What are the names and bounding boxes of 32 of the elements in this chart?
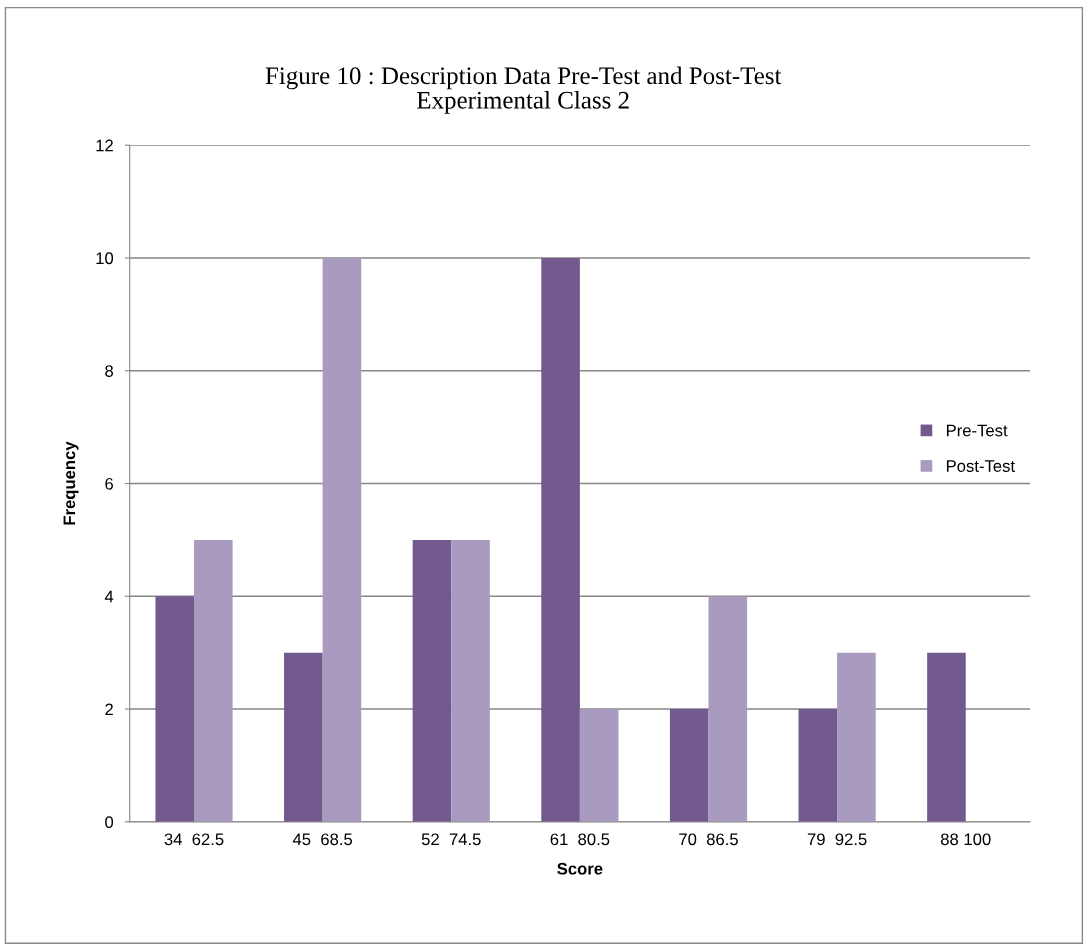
- bar: [927, 652, 966, 822]
- x-axis-title: Score: [557, 862, 603, 875]
- legend-label: Post-Test: [946, 460, 1015, 472]
- bar: [579, 709, 619, 822]
- bar: [837, 652, 876, 822]
- x-tick-label: 70 86.5: [679, 833, 738, 846]
- y-tick-label: 0: [105, 816, 114, 829]
- x-tick-label: 88 100: [940, 833, 991, 846]
- bar: [708, 596, 748, 822]
- legend-label: Pre-Test: [946, 424, 1008, 437]
- y-tick-label: 10: [96, 252, 114, 265]
- x-tick-label: 34 62.5: [164, 833, 224, 846]
- y-tick-label: 8: [105, 365, 114, 377]
- bar: [451, 539, 490, 822]
- chart-title: Figure 10 : Description Data Pre-Test and Post-Test Experimental Class 2: [265, 66, 782, 114]
- y-axis-title: Frequency: [63, 441, 79, 525]
- bar: [541, 257, 580, 822]
- y-tick-label: 12: [96, 139, 113, 152]
- bar: [194, 539, 233, 822]
- y-tick-label: 6: [105, 477, 114, 490]
- bar: [798, 709, 838, 822]
- bar: [284, 652, 323, 822]
- bar: [322, 257, 362, 822]
- x-tick-label: 52 74.5: [421, 833, 481, 846]
- y-tick-label: 2: [105, 703, 113, 716]
- x-tick-label: 79 92.5: [807, 833, 867, 846]
- bar: [669, 709, 709, 822]
- bar: [155, 596, 195, 822]
- bar: [412, 539, 452, 822]
- x-tick-label: 45 68.5: [292, 833, 353, 846]
- x-tick-label: 61 80.5: [550, 833, 610, 846]
- y-tick-label: 4: [104, 590, 114, 603]
